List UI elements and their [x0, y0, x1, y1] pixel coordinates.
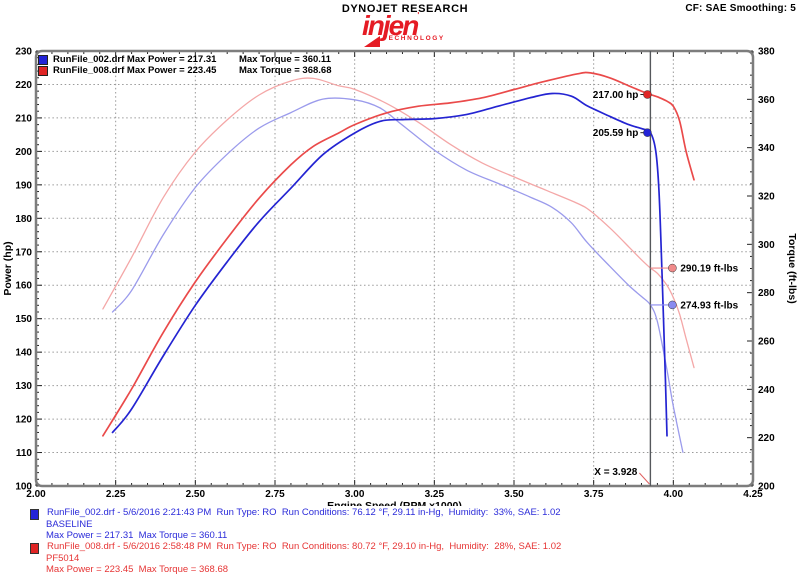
- x-tick-label: 3.25: [425, 489, 445, 500]
- legend-row-runfile-008: RunFile_008.drf Max Power = 223.45 Max T…: [38, 65, 332, 76]
- y-right-tick-label: 200: [758, 482, 775, 493]
- callout-dot: [643, 90, 652, 99]
- plot-border: [34, 49, 755, 488]
- y-left-tick-label: 180: [15, 214, 32, 225]
- y-right-tick-label: 240: [758, 385, 775, 396]
- callout-dot: [643, 128, 652, 137]
- chart-legend: RunFile_002.drf Max Power = 217.31 Max T…: [38, 54, 332, 76]
- y-left-tick-label: 200: [15, 147, 32, 158]
- x-tick-label: 3.00: [345, 489, 365, 500]
- legend-row-runfile-002: RunFile_002.drf Max Power = 217.31 Max T…: [38, 54, 332, 65]
- y-left-tick-label: 220: [15, 80, 32, 91]
- callout-dot: [668, 300, 677, 310]
- y-left-tick-label: 160: [15, 281, 32, 292]
- legend-swatch-red: [38, 65, 48, 76]
- y-right-tick-label: 380: [758, 47, 775, 58]
- y-left-tick-label: 190: [15, 180, 32, 191]
- run-max-values: Max Power = 223.45 Max Torque = 368.68: [46, 563, 229, 575]
- y-left-tick-label: 120: [15, 415, 32, 426]
- injen-logo-word: injen: [362, 10, 419, 41]
- series-runfile-008-drf-power: [102, 71, 695, 437]
- run-info-line: RunFile_008.drf - 5/6/2016 2:58:48 PM Ru…: [47, 541, 562, 552]
- y-right-tick-label: 280: [758, 288, 775, 299]
- legend-label: RunFile_008.drf Max Power = 223.45: [53, 65, 217, 76]
- injen-logo-subtitle: TECHNOLOGY: [383, 35, 445, 42]
- x-tick-label: 2.75: [265, 489, 285, 500]
- y-left-tick-label: 100: [15, 482, 32, 493]
- y-left-axis-title: Power (hp): [2, 241, 14, 295]
- run-max-values: Max Power = 217.31 Max Torque = 360.11: [46, 529, 228, 541]
- plot-area[interactable]: [36, 51, 753, 486]
- injen-logo: injen' TECHNOLOGY: [362, 12, 462, 50]
- run-annotation-pf5014: RunFile_008.drf - 5/6/2016 2:58:48 PM Ru…: [30, 541, 798, 575]
- y-right-tick-label: 300: [758, 240, 775, 251]
- x-tick-label: 3.50: [504, 489, 524, 500]
- series-runfile-002-drf-power: [111, 92, 668, 437]
- run-swatch-red: [30, 543, 39, 554]
- y-left-tick-label: 170: [15, 247, 32, 258]
- legend-swatch-blue: [38, 54, 48, 65]
- y-right-tick-label: 260: [758, 337, 775, 348]
- y-left-tick-label: 110: [16, 448, 33, 459]
- run-info-line: RunFile_002.drf - 5/6/2016 2:21:43 PM Ru…: [47, 507, 561, 518]
- y-right-tick-label: 340: [758, 143, 775, 154]
- run-annotation-baseline: RunFile_002.drf - 5/6/2016 2:21:43 PM Ru…: [30, 507, 798, 541]
- page-title: DYNOJET RESEARCH: [341, 3, 469, 15]
- run-annotations: RunFile_002.drf - 5/6/2016 2:21:43 PM Ru…: [30, 507, 798, 576]
- y-left-tick-label: 230: [15, 47, 32, 58]
- y-right-tick-label: 320: [758, 192, 775, 203]
- callout-label: 205.59 hp: [593, 128, 639, 139]
- injen-logo-trademark: ': [417, 11, 420, 20]
- y-left-tick-label: 150: [15, 314, 32, 325]
- legend-torque-label: Max Torque = 368.68: [239, 65, 332, 76]
- x-tick-label: 2.25: [106, 489, 126, 500]
- legend-label: RunFile_002.drf Max Power = 217.31: [53, 54, 217, 65]
- callout-label: 290.19 ft-lbs: [680, 264, 738, 275]
- callout-label: 217.00 hp: [593, 90, 639, 101]
- y-left-tick-label: 130: [15, 381, 32, 392]
- series-runfile-002-drf-torque: [111, 97, 684, 453]
- y-right-axis-title: Torque (ft-lbs): [786, 233, 798, 303]
- cursor-x-label: X = 3.928: [594, 467, 638, 478]
- x-tick-label: 2.50: [186, 489, 206, 500]
- callout-label: 274.93 ft-lbs: [680, 300, 738, 311]
- x-tick-label: 4.25: [743, 489, 763, 500]
- callout-dot: [668, 263, 677, 273]
- x-tick-label: 4.00: [664, 489, 684, 500]
- run-name: BASELINE: [46, 519, 93, 530]
- y-left-tick-label: 140: [15, 348, 32, 359]
- legend-torque-label: Max Torque = 360.11: [239, 54, 331, 65]
- x-axis-title: Engine Speed (RPM x1000): [327, 500, 462, 506]
- x-tick-label: 2.00: [26, 489, 46, 500]
- x-tick-label: 3.75: [584, 489, 604, 500]
- y-left-tick-label: 210: [15, 113, 32, 124]
- y-right-tick-label: 220: [758, 433, 775, 444]
- correction-smoothing-label: CF: SAE Smoothing: 5: [685, 3, 796, 14]
- cursor-label-leader: [639, 472, 650, 485]
- run-swatch-blue: [30, 509, 39, 520]
- run-name: PF5014: [46, 553, 80, 564]
- dyno-plot: 2.00 2.25 2.50 2.75 3.00 3.25 3.50 3.75 4.00 4.25…: [2, 47, 798, 507]
- injen-logo-triangle-icon: [364, 36, 380, 47]
- y-right-tick-label: 360: [758, 95, 775, 106]
